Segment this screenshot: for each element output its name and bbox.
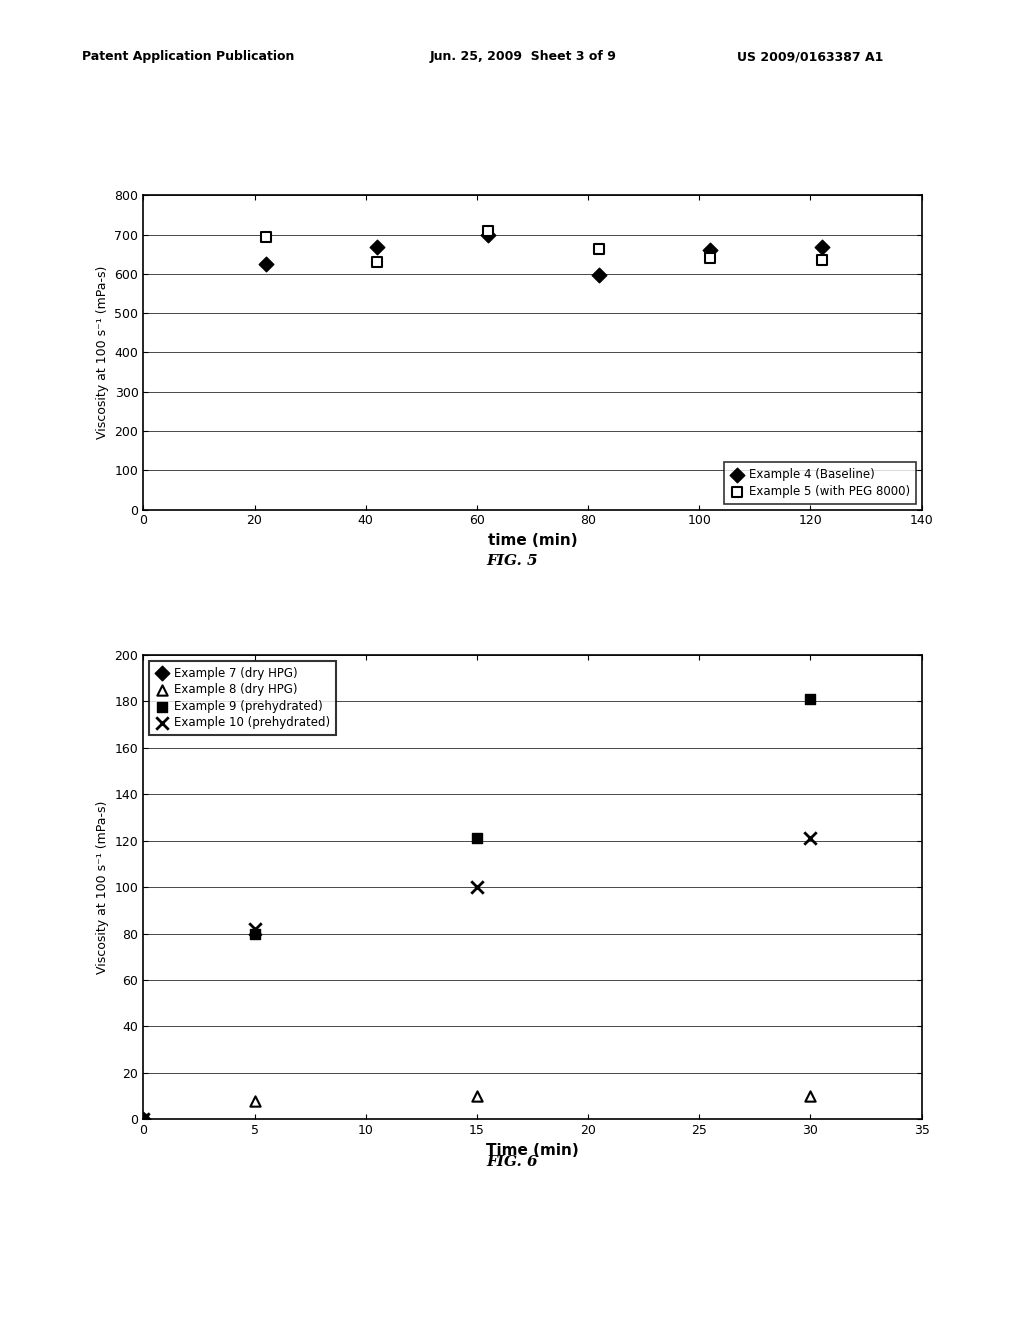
- Example 4 (Baseline): [813, 236, 829, 257]
- Legend: Example 4 (Baseline), Example 5 (with PEG 8000): Example 4 (Baseline), Example 5 (with PE…: [724, 462, 915, 504]
- Text: Jun. 25, 2009  Sheet 3 of 9: Jun. 25, 2009 Sheet 3 of 9: [430, 50, 616, 63]
- Example 5 (with PEG 8000): [369, 252, 385, 273]
- Text: Patent Application Publication: Patent Application Publication: [82, 50, 294, 63]
- Example 5 (with PEG 8000): [480, 220, 497, 242]
- Text: FIG. 6: FIG. 6: [486, 1155, 538, 1170]
- Example 10 (prehydrated): [247, 919, 263, 940]
- Example 4 (Baseline): [702, 239, 719, 260]
- Example 4 (Baseline): [480, 224, 497, 246]
- X-axis label: Time (min): Time (min): [486, 1143, 579, 1158]
- Text: FIG. 5: FIG. 5: [486, 554, 538, 569]
- Example 8 (dry HPG): [247, 1090, 263, 1111]
- Example 8 (dry HPG): [802, 1085, 818, 1106]
- Example 5 (with PEG 8000): [813, 249, 829, 271]
- Y-axis label: Viscosity at 100 s⁻¹ (mPa-s): Viscosity at 100 s⁻¹ (mPa-s): [96, 265, 109, 440]
- Example 10 (prehydrated): [802, 828, 818, 849]
- Legend: Example 7 (dry HPG), Example 8 (dry HPG), Example 9 (prehydrated), Example 10 (p: Example 7 (dry HPG), Example 8 (dry HPG)…: [150, 660, 336, 735]
- Example 9 (prehydrated): [469, 828, 485, 849]
- Example 8 (dry HPG): [469, 1085, 485, 1106]
- Example 9 (prehydrated): [135, 1109, 152, 1130]
- Example 8 (dry HPG): [135, 1109, 152, 1130]
- Example 5 (with PEG 8000): [591, 239, 607, 260]
- Example 4 (Baseline): [369, 236, 385, 257]
- Example 9 (prehydrated): [247, 923, 263, 944]
- Y-axis label: Viscosity at 100 s⁻¹ (mPa-s): Viscosity at 100 s⁻¹ (mPa-s): [96, 800, 110, 974]
- Example 10 (prehydrated): [135, 1109, 152, 1130]
- Example 4 (Baseline): [591, 264, 607, 285]
- Example 7 (dry HPG): [135, 1109, 152, 1130]
- Example 4 (Baseline): [257, 253, 273, 275]
- Example 5 (with PEG 8000): [257, 227, 273, 248]
- Example 5 (with PEG 8000): [702, 248, 719, 269]
- X-axis label: time (min): time (min): [487, 533, 578, 548]
- Text: US 2009/0163387 A1: US 2009/0163387 A1: [737, 50, 884, 63]
- Example 10 (prehydrated): [469, 876, 485, 898]
- Example 9 (prehydrated): [802, 688, 818, 709]
